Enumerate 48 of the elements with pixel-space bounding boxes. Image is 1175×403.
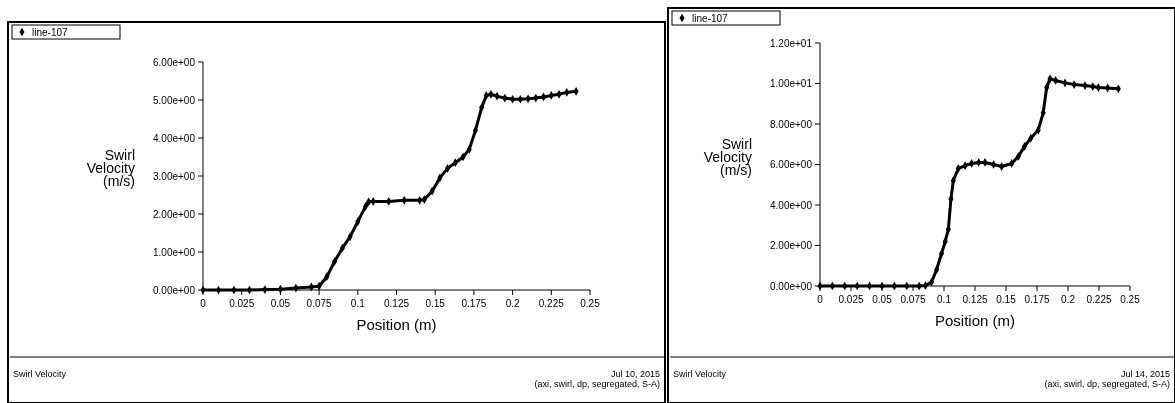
legend-label: line-107 <box>692 13 729 24</box>
y-tick-label: 4.00e+00 <box>153 132 196 144</box>
text: (axi, swirl, dp, segregated, S-A) <box>534 379 660 389</box>
x-tick-label: 0.15 <box>425 298 446 309</box>
y-tick-label: 4.00e+00 <box>770 199 813 211</box>
x-tick-label: 0.25 <box>580 298 601 309</box>
y-axis-title: Swirl Velocity (m/s) <box>86 147 135 189</box>
x-tick-label: 0.125 <box>383 298 410 309</box>
text: Swirl Velocity <box>13 369 67 379</box>
text: Jul 10, 2015 <box>610 369 660 379</box>
y-tick-label: 1.00e+01 <box>770 78 813 89</box>
y-tick-label: 2.00e+00 <box>153 208 196 220</box>
y-tick-label: 1.00e+00 <box>153 246 196 258</box>
y-tick-label: 6.00e+00 <box>153 56 196 68</box>
y-tick-label: 2.00e+00 <box>770 240 813 251</box>
x-tick-label: 0.175 <box>461 298 487 309</box>
y-tick-label: 5.00e+00 <box>153 94 196 106</box>
y-tick-label: 0.00e+00 <box>153 284 196 296</box>
x-tick-label: 0.025 <box>838 294 864 305</box>
y-tick-label: 3.00e+00 <box>153 170 196 182</box>
x-tick-label: 0.075 <box>900 294 926 305</box>
text: Swirl Velocity <box>673 369 727 379</box>
y-tick-label: 6.00e+00 <box>770 159 813 170</box>
y-axis-title: Swirl Velocity (m/s) <box>703 135 752 178</box>
y-tick-label: 8.00e+00 <box>770 118 813 130</box>
x-tick-label: 0.05 <box>872 294 893 305</box>
x-tick-label: 0.15 <box>996 294 1017 305</box>
x-axis-title: Position (m) <box>356 316 437 333</box>
x-tick-label: 0.1 <box>937 294 952 305</box>
x-tick-label: 0.175 <box>1024 294 1050 305</box>
x-tick-label: 0.075 <box>306 298 333 309</box>
y-tick-label: 1.20e+01 <box>770 37 813 49</box>
x-tick-label: 0.025 <box>229 298 255 309</box>
x-tick-label: 0.25 <box>1120 294 1141 305</box>
x-tick-label: 0 <box>200 298 207 309</box>
x-tick-label: 0.05 <box>270 298 291 309</box>
x-tick-label: 0 <box>817 294 824 305</box>
x-tick-label: 0.125 <box>962 294 988 305</box>
x-tick-label: 0.2 <box>1061 294 1076 305</box>
x-tick-label: 0.225 <box>538 298 565 309</box>
text: Jul 14, 2015 <box>1120 369 1170 379</box>
text: (axi, swirl, dp, segregated, S-A) <box>1044 379 1170 389</box>
x-tick-label: 0.225 <box>1086 294 1112 305</box>
legend-label: line-107 <box>32 27 69 38</box>
x-axis-title: Position (m) <box>934 312 1016 329</box>
y-tick-label: 0.00e+00 <box>770 280 813 292</box>
x-tick-label: 0.1 <box>350 298 366 309</box>
x-tick-label: 0.2 <box>505 298 520 309</box>
